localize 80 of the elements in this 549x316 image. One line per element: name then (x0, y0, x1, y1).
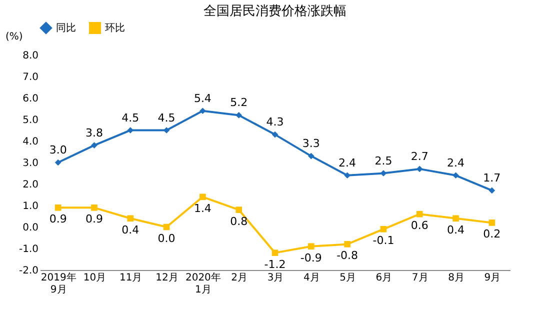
data-label: -0.8 (336, 249, 358, 262)
x-tick-label: 9月 (484, 272, 501, 284)
point (200, 108, 206, 114)
data-label: 3.8 (85, 126, 103, 140)
data-label: 4.5 (122, 111, 140, 124)
point (236, 206, 242, 213)
y-tick-label: -2.0 (18, 266, 38, 276)
data-label: 1.4 (194, 202, 212, 215)
data-label: -0.1 (372, 234, 394, 248)
y-tick-label: 3.0 (22, 158, 38, 169)
y-tick-label: 6.0 (22, 94, 38, 104)
point (452, 215, 459, 222)
data-label: 0.6 (410, 219, 428, 232)
data-label: 4.5 (158, 111, 176, 124)
y-tick-label: 1.0 (22, 201, 38, 212)
data-label: 0.0 (158, 232, 176, 245)
data-label: 0.8 (230, 214, 248, 228)
point (380, 170, 387, 176)
legend-label: 同比 (56, 22, 76, 34)
y-axis-title: (%) (6, 32, 23, 42)
point (416, 210, 423, 218)
x-tick-label: 6月 (376, 272, 392, 284)
x-tick-label: 11月 (120, 272, 142, 284)
y-tick-label: 2.0 (22, 180, 38, 190)
point (200, 194, 206, 200)
data-label: 2.4 (338, 156, 356, 170)
data-label: 2.4 (447, 156, 465, 170)
data-label: 0.9 (49, 212, 67, 226)
point (163, 127, 170, 134)
point (488, 220, 496, 226)
y-tick-label: 0.0 (22, 222, 38, 234)
point (380, 226, 387, 232)
point (344, 241, 350, 248)
point (272, 250, 278, 256)
y-tick-label: 4.0 (22, 136, 38, 148)
point (488, 187, 496, 194)
y-tick-label: 7.0 (22, 72, 38, 83)
y-tick-label: 5.0 (22, 115, 38, 126)
x-tick-label: 10月 (83, 272, 106, 284)
y-tick-label: -1.0 (18, 244, 38, 255)
data-label: 0.4 (122, 223, 140, 236)
point (91, 204, 98, 211)
data-label: 1.7 (483, 171, 501, 184)
data-label: 3.3 (302, 137, 320, 150)
point (91, 142, 98, 148)
point (308, 152, 314, 160)
x-tick-label: 4月 (303, 272, 320, 284)
data-label: 2.7 (410, 150, 428, 163)
data-label: 0.9 (85, 212, 103, 226)
point (416, 166, 423, 172)
point (127, 127, 134, 134)
point (308, 243, 314, 250)
y-tick-label: 8.0 (22, 50, 38, 62)
point (272, 131, 278, 138)
data-label: -0.9 (300, 251, 322, 264)
data-label: 0.2 (483, 228, 501, 241)
data-label: 2.5 (374, 154, 392, 168)
data-label: 0.4 (447, 223, 465, 236)
chart-title: 全国居民消费价格涨跌幅 (204, 4, 346, 19)
data-label: 5.2 (230, 96, 248, 110)
point (127, 215, 134, 222)
x-tick-label: 12月 (156, 272, 178, 284)
point (54, 159, 62, 166)
point (344, 172, 350, 179)
point (54, 204, 62, 211)
x-tick-label: 3月 (267, 272, 284, 284)
data-label: 3.0 (49, 144, 67, 156)
x-tick-label: 2020年 1月 (185, 272, 221, 296)
x-tick-label: 8月 (448, 272, 464, 284)
data-label: 4.3 (266, 116, 284, 129)
point (163, 224, 170, 230)
x-tick-label: 5月 (340, 272, 356, 284)
data-label: -1.2 (264, 258, 286, 271)
x-tick-label: 2月 (231, 272, 248, 284)
point (452, 172, 459, 179)
x-tick-label: 2019年 9月 (40, 272, 76, 296)
x-tick-label: 7月 (412, 272, 428, 284)
data-label: 5.4 (194, 92, 212, 105)
point (236, 112, 242, 118)
legend-label: 环比 (105, 22, 125, 34)
